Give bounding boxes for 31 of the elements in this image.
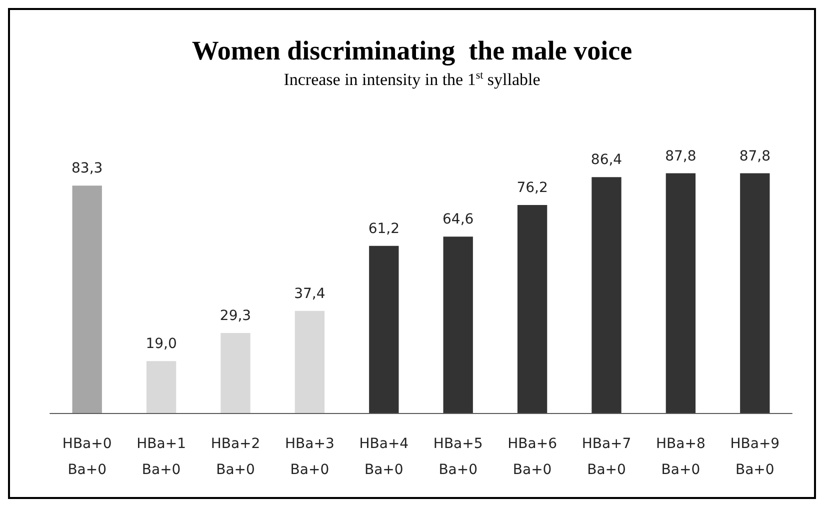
data-label: 87,8 bbox=[739, 148, 770, 164]
bar bbox=[72, 186, 102, 413]
x-tick-label: HBa+4 Ba+0 bbox=[359, 436, 409, 478]
bar bbox=[294, 310, 325, 413]
x-tick-label: HBa+3 Ba+0 bbox=[285, 436, 334, 478]
x-tick-label: HBa+7 Ba+0 bbox=[582, 436, 632, 478]
bar bbox=[146, 361, 176, 413]
x-tick-label: HBa+6 Ba+0 bbox=[508, 436, 558, 478]
data-label: 19,0 bbox=[146, 336, 177, 352]
data-label: 83,3 bbox=[72, 160, 103, 177]
data-label: 64,6 bbox=[442, 212, 474, 228]
x-tick-label: HBa+5 Ba+0 bbox=[433, 436, 483, 478]
bar bbox=[220, 333, 250, 413]
bar bbox=[666, 173, 696, 413]
bar bbox=[369, 246, 399, 413]
data-label: 37,4 bbox=[294, 286, 326, 302]
data-label: 76,2 bbox=[516, 180, 548, 196]
data-label: 86,4 bbox=[590, 152, 622, 168]
chart-title: Women discriminating the male voice bbox=[192, 36, 632, 66]
data-label: 61,2 bbox=[368, 220, 400, 237]
data-label: 29,3 bbox=[220, 308, 252, 324]
x-tick-label: HBa+9 Ba+0 bbox=[730, 436, 780, 478]
bar bbox=[592, 177, 622, 413]
bar bbox=[443, 236, 473, 413]
bar bbox=[740, 173, 770, 413]
bar bbox=[517, 204, 548, 413]
x-tick-label: HBa+0 Ba+0 bbox=[62, 436, 112, 478]
x-tick-label: HBa+8 Ba+0 bbox=[656, 436, 706, 478]
x-tick-label: HBa+1 Ba+0 bbox=[136, 436, 186, 478]
x-tick-label: HBa+2 Ba+0 bbox=[210, 436, 260, 478]
data-label: 87,8 bbox=[665, 148, 696, 164]
